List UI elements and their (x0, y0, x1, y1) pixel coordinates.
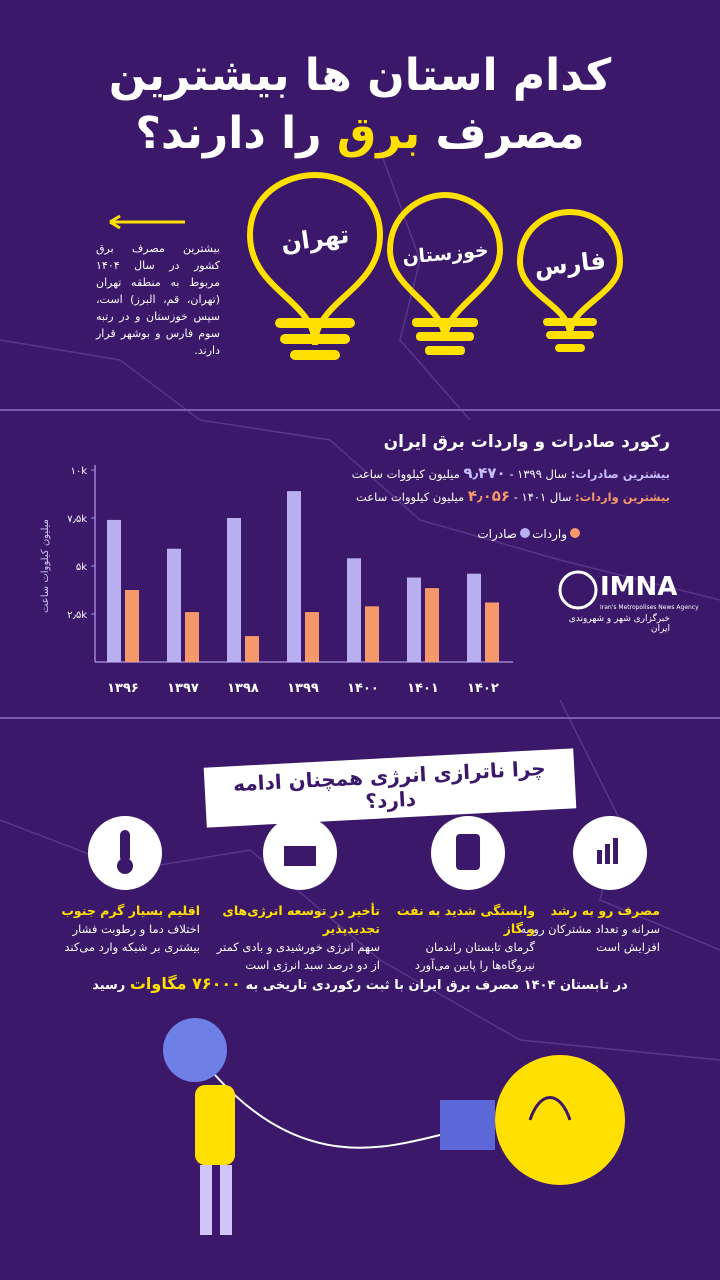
reason-title: تأخیر در توسعه انرژی‌های تجدیدپذیر (222, 903, 380, 936)
y-tick-label: ۵k (76, 562, 87, 573)
bar (425, 588, 439, 662)
record-text: میلیون کیلووات ساعت (355, 490, 465, 504)
y-axis-label: میلیون کیلووات ساعت (40, 519, 51, 613)
record-import: بیشترین واردات: سال ۱۴۰۱ - ۴٫۰۵۶ میلیون … (250, 487, 670, 505)
record-value: ۴٫۰۵۶ (467, 487, 511, 505)
reason-text: سهم انرژی خورشیدی و بادی کمتر از دو درصد… (216, 940, 380, 972)
reason: اقلیم بسیار گرم جنوب اختلاف دما و رطوبت ف… (50, 902, 200, 956)
reason: مصرف رو به رشد سرانه و تعداد مشترکان رو ب… (490, 902, 660, 956)
bar (485, 602, 499, 662)
legend-swatch (520, 528, 530, 538)
footer-text: در تابستان ۱۴۰۴ مصرف برق ایران با ثبت رک… (0, 974, 720, 993)
record-label: بیشترین واردات: (575, 490, 670, 504)
bar (125, 590, 139, 662)
logo-english: Iran's Metropolises News Agency (600, 604, 699, 611)
bulbs (246, 171, 624, 346)
logo-name: IMNA (600, 572, 678, 602)
record-export: بیشترین صادرات: سال ۱۳۹۹ - ۹٫۴۷۰ میلیون … (250, 464, 670, 482)
record-label: بیشترین صادرات: (570, 467, 670, 481)
record-text: میلیون کیلووات ساعت (351, 467, 460, 481)
bar (107, 519, 121, 662)
legend-label: واردات (532, 527, 567, 542)
reason-title: اقلیم بسیار گرم جنوب (61, 903, 200, 918)
x-tick-label: ۱۴۰۲ (467, 681, 499, 696)
title: کدام استان ها بیشترین (108, 50, 612, 101)
legend-label: صادرات (477, 527, 517, 542)
x-tick-label: ۱۳۹۷ (167, 681, 199, 696)
bulb-bases (275, 318, 597, 360)
reason-text: اختلاف دما و رطوبت فشار بیشتری بر شبکه و… (64, 922, 200, 954)
title-highlight: برق (336, 108, 421, 159)
bar (407, 577, 421, 662)
footer-part: در تابستان ۱۴۰۴ مصرف برق ایران با ثبت رک… (245, 978, 628, 993)
record-text: سال ۱۴۰۱ - (513, 490, 572, 504)
record-value: ۹٫۴۷۰ (463, 464, 506, 482)
footer-part: رسید (92, 978, 126, 993)
reason-text: سرانه و تعداد مشترکان رو به افزایش است (520, 922, 660, 954)
bar (167, 548, 181, 662)
x-tick-label: ۱۳۹۶ (107, 681, 139, 696)
chart: ۲٫۵k ۵k ۷٫۵k ۱۰k میلیون کیلووات ساعت ۱۳۹۶ ۱۳۹۷… (40, 465, 580, 696)
y-tick-label: ۲٫۵k (67, 610, 87, 621)
y-tick-label: ۱۰k (70, 466, 87, 477)
icon-glyphs (117, 830, 618, 874)
bar (365, 606, 379, 662)
reason: وابستگی شدید به نفت و گاز گرمای تابستان ر… (385, 902, 535, 974)
icons (88, 816, 647, 890)
bar (305, 612, 319, 662)
bar (287, 491, 301, 662)
arrow (109, 214, 185, 230)
x-tick-label: ۱۴۰۰ (347, 681, 379, 696)
reason: تأخیر در توسعه انرژی‌های تجدیدپذیر سهم ان… (205, 902, 380, 974)
reason-text: گرمای تابستان راندمان نیروگاه‌ها را پایی… (414, 940, 535, 972)
title-part: را دارند؟ (135, 108, 322, 159)
logo (558, 570, 598, 610)
title-part: مصرف (435, 108, 585, 159)
footer-highlight: ۷۶۰۰۰ مگاوات (129, 974, 241, 993)
x-tick-label: ۱۴۰۱ (407, 681, 439, 696)
logo-persian: خبرگزاری شهر و شهروندی ایران (568, 614, 670, 634)
y-tick-label: ۷٫۵k (67, 514, 87, 525)
bar (245, 636, 259, 662)
bar (467, 573, 481, 662)
record-text: سال ۱۳۹۹ - (509, 467, 568, 481)
illustration (163, 1018, 625, 1235)
bar (227, 518, 241, 662)
x-tick-label: ۱۳۹۹ (287, 681, 319, 696)
bar (347, 558, 361, 662)
reason-title: مصرف رو به رشد (550, 903, 660, 918)
note: بیشترین مصرف برق کشور در سال ۱۴۰۴ مربوط … (96, 242, 220, 357)
chart-title: رکورد صادرات و واردات برق ایران (383, 432, 670, 452)
x-tick-label: ۱۳۹۸ (227, 681, 259, 696)
title: مصرف برق را دارند؟ (0, 108, 720, 159)
bar (185, 612, 199, 662)
legend-swatch (570, 528, 580, 538)
reason-title: وابستگی شدید به نفت و گاز (396, 903, 535, 936)
